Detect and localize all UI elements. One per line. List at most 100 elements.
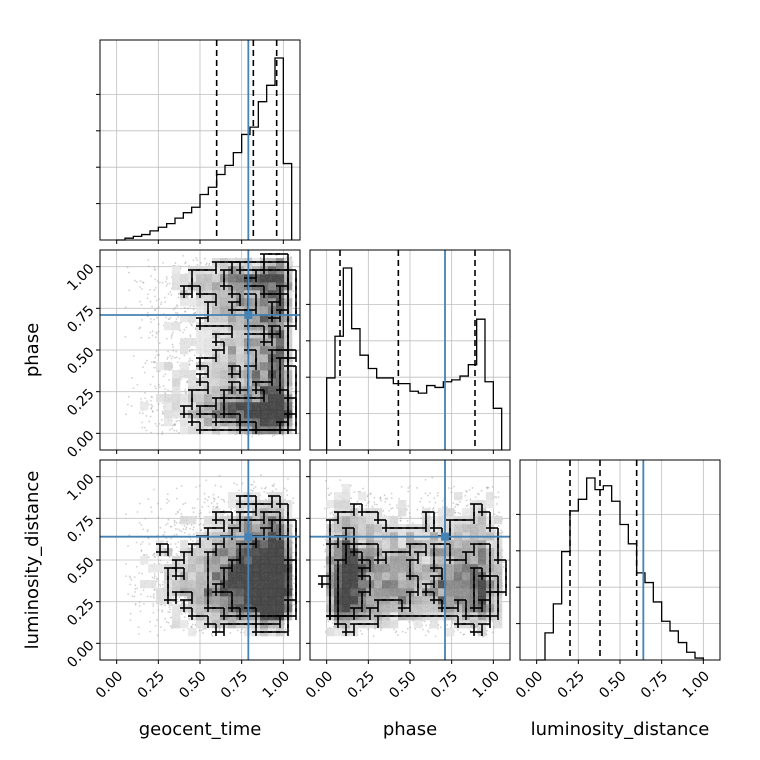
sample-point bbox=[151, 330, 154, 333]
sample-point bbox=[125, 413, 127, 416]
sample-point bbox=[151, 305, 153, 308]
sample-point bbox=[205, 263, 208, 266]
sample-point bbox=[147, 259, 150, 261]
sample-point bbox=[167, 293, 170, 295]
sample-point bbox=[168, 379, 170, 381]
sample-point bbox=[158, 281, 161, 284]
sample-point bbox=[144, 397, 147, 400]
sample-point bbox=[251, 435, 254, 438]
sample-point bbox=[149, 300, 152, 303]
sample-point bbox=[154, 361, 156, 363]
sample-point bbox=[151, 375, 154, 378]
sample-point bbox=[170, 294, 173, 296]
sample-point bbox=[176, 312, 179, 314]
sample-point bbox=[189, 334, 192, 336]
sample-point bbox=[146, 400, 148, 403]
sample-point bbox=[160, 418, 163, 421]
sample-point bbox=[166, 358, 169, 360]
sample-point bbox=[164, 301, 167, 303]
sample-point bbox=[184, 261, 187, 264]
sample-point bbox=[162, 261, 164, 264]
sample-point bbox=[126, 403, 129, 406]
sample-point bbox=[195, 257, 197, 259]
sample-point bbox=[149, 399, 152, 402]
sample-point bbox=[154, 287, 157, 289]
sample-point bbox=[172, 346, 174, 348]
sample-point bbox=[200, 354, 203, 356]
sample-point bbox=[183, 307, 186, 309]
sample-point bbox=[156, 354, 159, 356]
sample-point bbox=[153, 289, 156, 291]
sample-point bbox=[160, 303, 162, 306]
sample-point bbox=[180, 378, 183, 381]
sample-point bbox=[158, 422, 161, 425]
sample-point bbox=[139, 286, 141, 288]
sample-point bbox=[160, 301, 163, 304]
sample-point bbox=[188, 363, 191, 366]
panel-phase-phase bbox=[310, 250, 510, 450]
sample-point bbox=[140, 336, 143, 339]
sample-point bbox=[174, 311, 177, 314]
sample-point bbox=[178, 357, 181, 360]
sample-point bbox=[273, 434, 276, 437]
sample-point bbox=[149, 383, 152, 386]
sample-point bbox=[146, 297, 149, 300]
sample-point bbox=[157, 306, 160, 308]
sample-point bbox=[153, 318, 155, 321]
sample-point bbox=[158, 298, 160, 301]
sample-point bbox=[161, 413, 164, 415]
sample-point bbox=[144, 391, 146, 394]
sample-point bbox=[140, 397, 142, 400]
sample-point bbox=[140, 303, 143, 306]
sample-point bbox=[166, 278, 168, 280]
sample-point bbox=[190, 324, 193, 327]
sample-point bbox=[158, 370, 161, 372]
sample-point bbox=[203, 257, 206, 260]
sample-point bbox=[169, 316, 172, 319]
sample-point bbox=[126, 266, 129, 269]
sample-point bbox=[177, 316, 180, 319]
sample-point bbox=[151, 334, 154, 337]
sample-point bbox=[141, 412, 144, 415]
sample-point bbox=[128, 271, 130, 274]
sample-point bbox=[170, 357, 173, 360]
sample-point bbox=[175, 356, 178, 359]
frame-phase-phase bbox=[309, 249, 511, 454]
sample-point bbox=[292, 405, 294, 408]
sample-point bbox=[187, 307, 189, 310]
sample-point bbox=[131, 376, 134, 379]
sample-point bbox=[150, 431, 152, 434]
sample-point bbox=[185, 392, 187, 395]
sample-point bbox=[141, 421, 143, 424]
sample-point bbox=[132, 387, 135, 390]
sample-point bbox=[162, 385, 165, 387]
sample-point bbox=[165, 275, 168, 278]
sample-point bbox=[190, 323, 193, 326]
sample-point bbox=[168, 282, 171, 285]
sample-point bbox=[184, 391, 187, 394]
panel-geocent_time-geocent_time bbox=[100, 40, 300, 241]
sample-point bbox=[154, 278, 157, 281]
sample-point bbox=[141, 287, 143, 290]
panel-luminosity_distance-luminosity_distance bbox=[520, 460, 720, 661]
sample-point bbox=[155, 350, 158, 353]
sample-point bbox=[160, 424, 163, 427]
sample-point bbox=[185, 326, 188, 329]
sample-point bbox=[165, 337, 168, 340]
frame-geocent_time-geocent_time bbox=[99, 39, 301, 244]
sample-point bbox=[176, 361, 179, 364]
sample-point bbox=[155, 331, 158, 334]
sample-point bbox=[158, 354, 160, 356]
sample-point bbox=[193, 290, 196, 292]
sample-point bbox=[208, 262, 211, 265]
sample-point bbox=[183, 328, 186, 331]
sample-point bbox=[150, 403, 153, 406]
sample-point bbox=[156, 409, 159, 412]
sample-point bbox=[193, 354, 196, 357]
sample-point bbox=[169, 354, 171, 357]
sample-point bbox=[147, 265, 150, 268]
sample-point bbox=[161, 281, 164, 284]
sample-point bbox=[174, 262, 177, 264]
sample-point bbox=[128, 289, 131, 292]
sample-point bbox=[174, 306, 177, 309]
